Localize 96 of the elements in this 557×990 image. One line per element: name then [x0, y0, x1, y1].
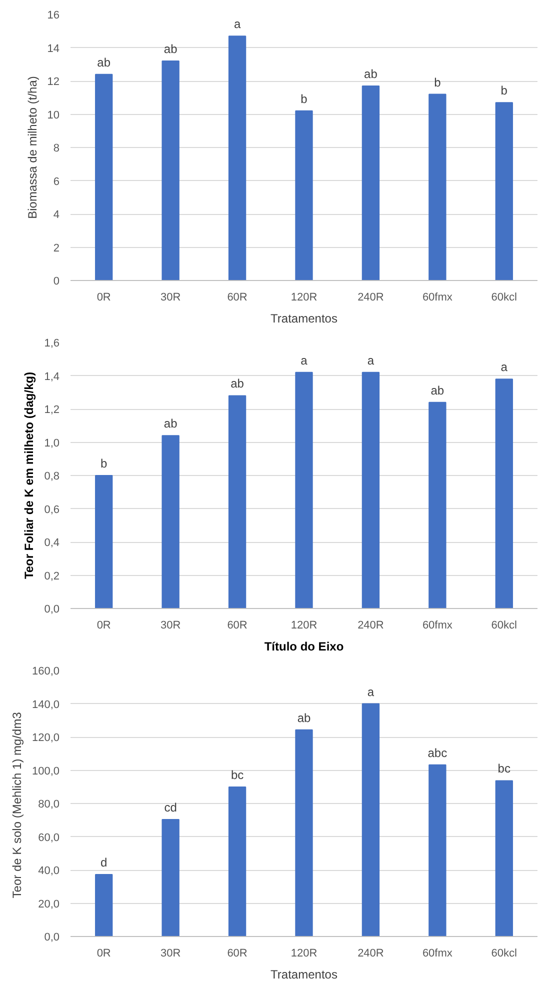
y-axis-title: Teor Foliar de K em milheto (dag/kg)	[22, 372, 36, 580]
bar	[162, 60, 180, 280]
x-tick-label: 60fmx	[422, 620, 453, 632]
y-tick-label: 1,6	[44, 338, 60, 350]
y-tick-label: 14	[47, 42, 60, 55]
x-axis-title: Tratamentos	[270, 968, 338, 982]
x-tick-label: 60fmx	[422, 292, 453, 304]
x-tick-label: 240R	[358, 292, 384, 304]
annotation: cd	[164, 800, 177, 814]
y-tick-label: 4	[53, 209, 60, 221]
x-tick-label: 60R	[227, 292, 248, 304]
annotation: b	[500, 84, 508, 98]
x-tick-label: 120R	[290, 292, 318, 304]
y-axis-title: Biomassa de milheto (t/ha)	[25, 76, 40, 219]
bar	[428, 402, 446, 608]
x-tick-label: 0R	[96, 620, 111, 632]
annotation: bc	[230, 768, 244, 782]
x-tick-label: 60fmx	[422, 948, 453, 960]
y-tick-label: 10	[47, 109, 60, 122]
x-tick-label: 0R	[96, 948, 111, 960]
annotation: abc	[428, 746, 448, 760]
annotation: ab	[230, 376, 244, 391]
x-tick-label: 240R	[358, 948, 384, 960]
bar	[228, 786, 246, 936]
annotation: d	[100, 855, 108, 870]
bar	[362, 85, 380, 280]
y-tick-label: 80,0	[38, 798, 60, 810]
x-tick-label: 30R	[160, 292, 181, 304]
y-tick-label: 12	[47, 76, 60, 88]
annotation: ab	[430, 383, 444, 398]
bar	[495, 378, 513, 608]
annotation: ab	[164, 416, 178, 431]
bar	[295, 110, 313, 280]
x-axis-title: Título do Eixo	[264, 640, 344, 654]
y-tick-label: 0	[53, 276, 60, 288]
bar	[95, 74, 113, 280]
bar	[95, 475, 113, 608]
bar	[495, 102, 513, 280]
y-tick-label: 20,0	[38, 898, 60, 910]
y-tick-label: 60,0	[38, 832, 60, 844]
bar	[295, 372, 313, 608]
bar	[428, 94, 446, 280]
annotation: ab	[97, 55, 111, 70]
y-tick-label: 2	[53, 242, 60, 254]
y-tick-label: 0,0	[44, 932, 60, 944]
bar	[162, 435, 180, 608]
x-tick-label: 60R	[227, 948, 248, 960]
x-tick-label: 60kcl	[491, 948, 517, 960]
annotation: a	[367, 353, 374, 368]
annotation: b	[100, 456, 108, 470]
x-tick-label: 0R	[96, 292, 111, 304]
y-tick-label: 6	[53, 176, 60, 188]
annotation: b	[434, 75, 442, 90]
x-tick-label: 60kcl	[491, 292, 517, 304]
y-tick-label: 40,0	[38, 865, 60, 877]
bar	[362, 703, 380, 936]
bar	[495, 780, 513, 936]
annotation: a	[500, 360, 508, 374]
annotation: a	[234, 17, 241, 32]
y-tick-label: 0,8	[44, 470, 60, 482]
x-tick-label: 60R	[227, 620, 248, 632]
x-tick-label: 30R	[160, 948, 181, 960]
y-tick-label: 100,0	[32, 765, 60, 778]
y-tick-label: 0,6	[44, 504, 60, 516]
y-tick-label: 160,0	[32, 666, 60, 678]
bar	[428, 764, 446, 936]
annotation: ab	[164, 42, 178, 56]
y-tick-label: 0,0	[44, 604, 60, 616]
y-tick-label: 140,0	[32, 698, 60, 711]
x-tick-label: 60kcl	[491, 620, 517, 632]
bar	[228, 36, 246, 280]
y-tick-label: 1,0	[44, 437, 60, 450]
y-axis-title: Teor de K solo (Mehlich 1) mg/dm3	[10, 712, 24, 898]
y-tick-label: 1,2	[44, 404, 60, 416]
bar	[228, 395, 246, 608]
annotation: a	[300, 353, 308, 368]
annotation: a	[367, 684, 374, 699]
bar	[362, 372, 380, 608]
x-tick-label: 120R	[290, 620, 318, 632]
x-tick-label: 240R	[358, 620, 384, 632]
x-tick-label: 120R	[290, 948, 318, 960]
y-tick-label: 0,4	[44, 537, 60, 549]
annotation: ab	[297, 710, 311, 725]
y-tick-label: 16	[47, 10, 60, 22]
annotation: b	[300, 92, 308, 106]
bar	[295, 729, 313, 936]
annotation: bc	[498, 762, 510, 776]
bar	[162, 818, 180, 936]
x-axis-title: Tratamentos	[270, 312, 338, 326]
bar	[95, 874, 113, 936]
y-tick-label: 1,4	[44, 370, 60, 383]
y-tick-label: 0,2	[44, 570, 60, 582]
y-tick-label: 120,0	[32, 732, 60, 744]
y-tick-label: 8	[53, 142, 60, 154]
annotation: ab	[364, 66, 378, 81]
x-tick-label: 30R	[160, 620, 181, 632]
